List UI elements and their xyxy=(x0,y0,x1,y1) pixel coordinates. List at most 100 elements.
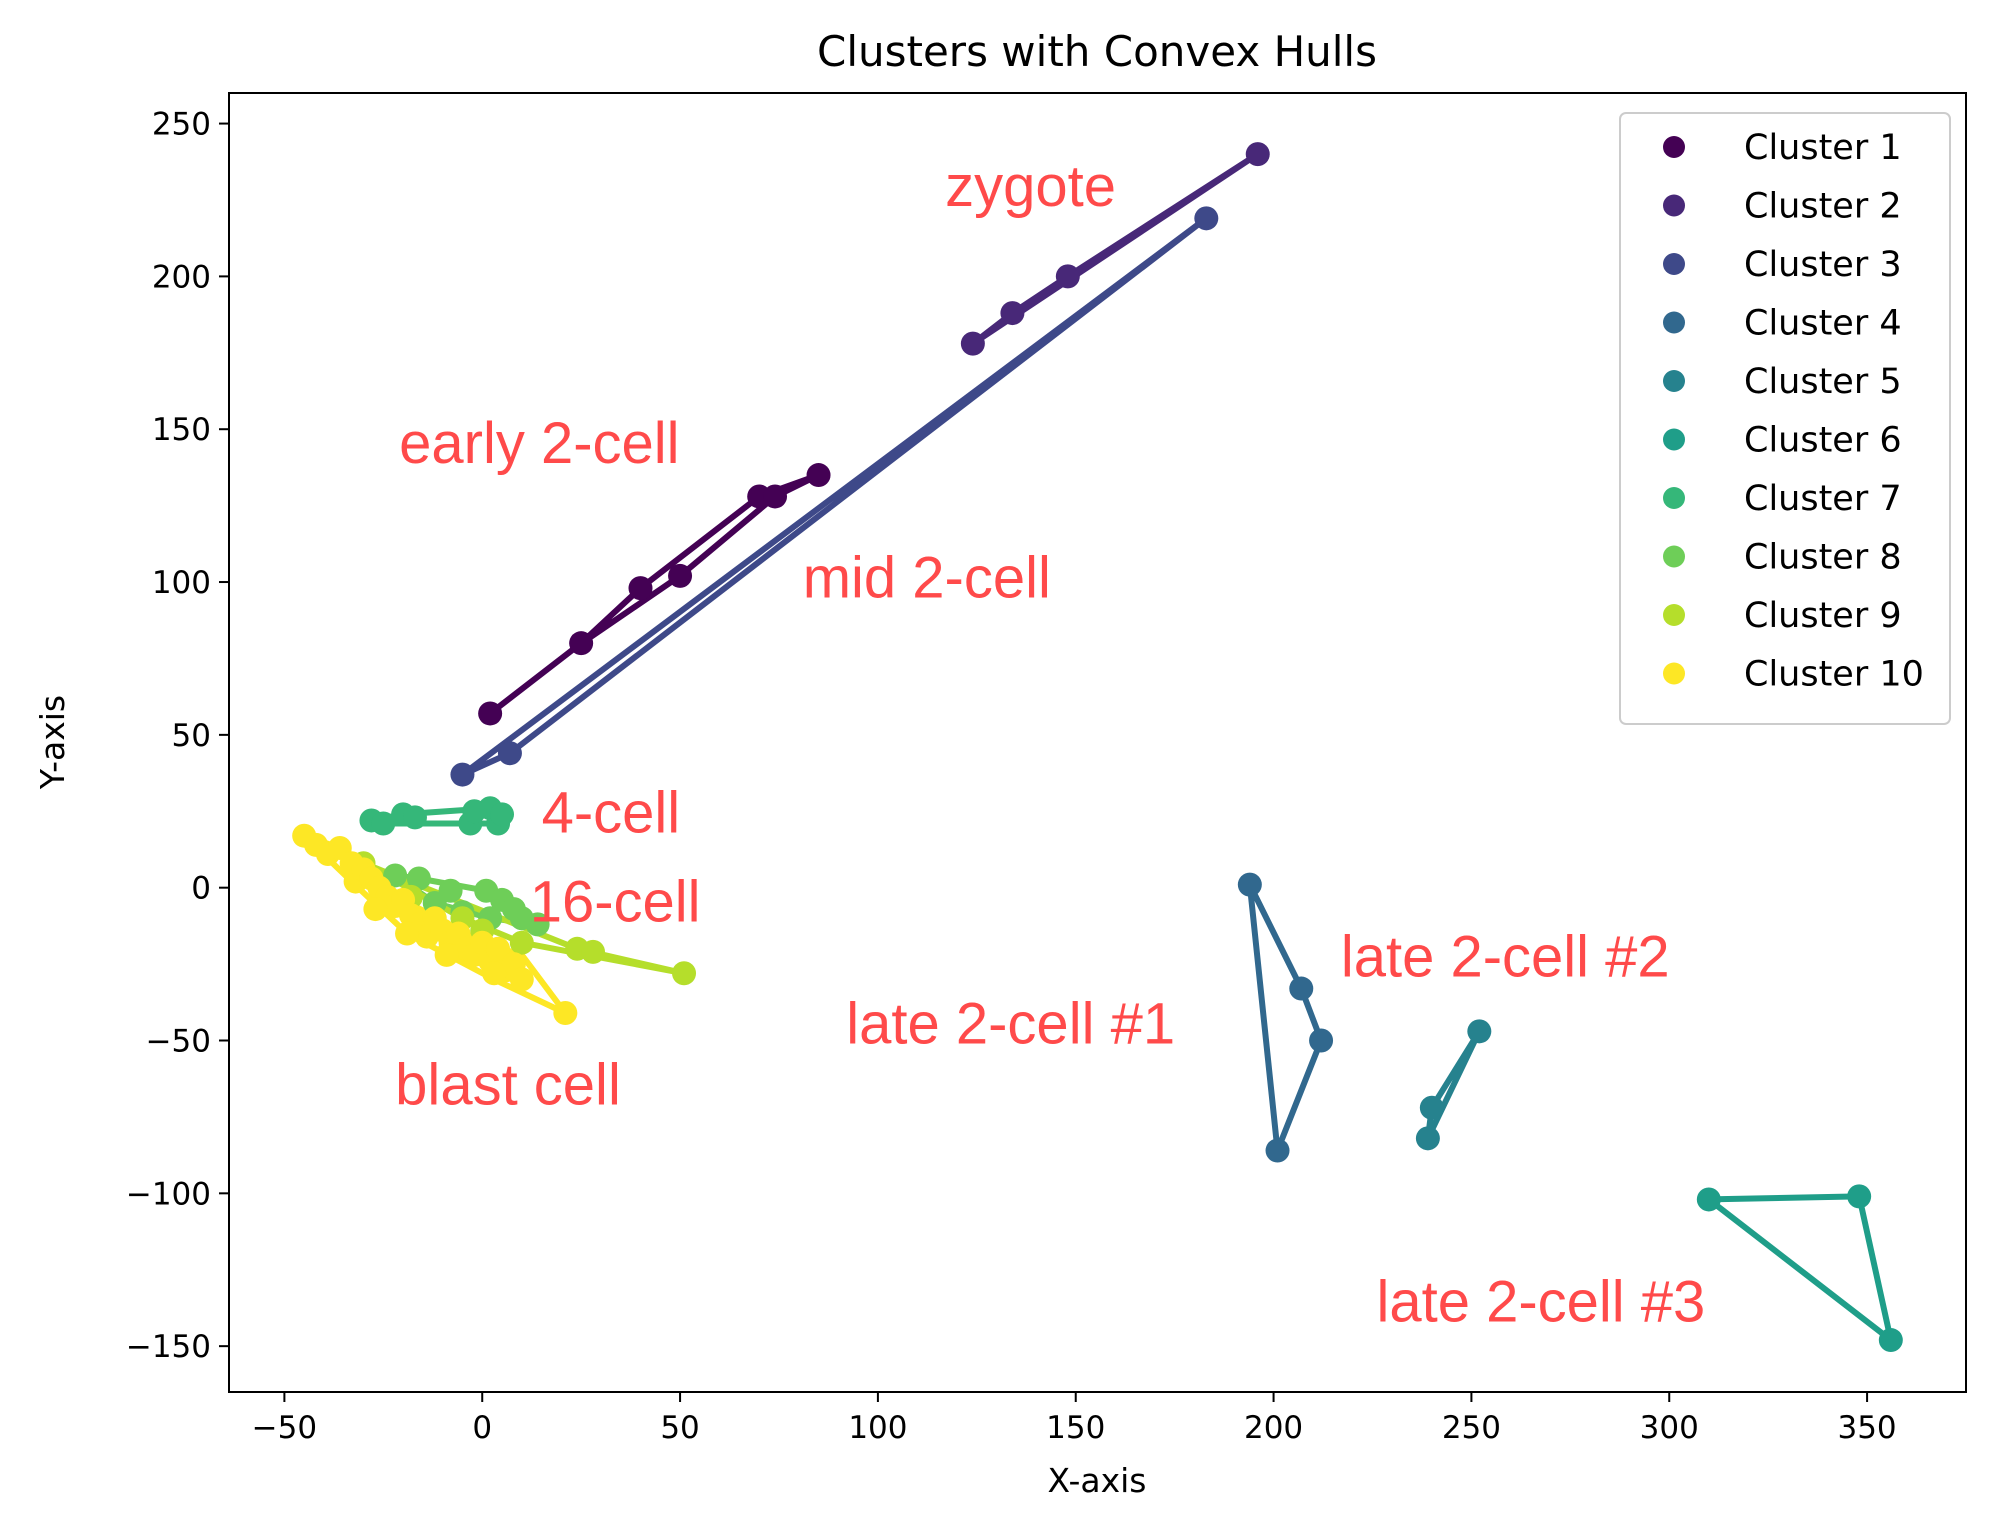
cluster-3-point xyxy=(450,762,475,787)
cluster-10-point xyxy=(434,942,459,967)
cluster-2-point xyxy=(1055,264,1080,289)
cluster-1-point xyxy=(806,463,831,488)
cluster-5-point xyxy=(1415,1126,1440,1151)
cluster-7-point xyxy=(402,805,427,830)
cluster-6-point xyxy=(1878,1328,1903,1353)
annotation-label: blast cell xyxy=(395,1053,621,1118)
cluster-9-point xyxy=(672,961,697,986)
cluster-10-point xyxy=(486,936,511,961)
cluster-1-point xyxy=(569,631,594,656)
legend-marker xyxy=(1663,136,1685,158)
cluster-4-point xyxy=(1309,1028,1334,1053)
cluster-10-point xyxy=(363,897,388,922)
annotation-label: 16-cell xyxy=(530,869,701,934)
x-tick-label: 350 xyxy=(1837,1410,1896,1446)
x-axis-label: X-axis xyxy=(1048,1461,1147,1500)
cluster-2-point xyxy=(1245,142,1270,167)
legend-marker xyxy=(1663,545,1685,568)
x-tick-label: 200 xyxy=(1244,1410,1303,1446)
legend-marker xyxy=(1663,253,1685,275)
cluster-3-hull xyxy=(459,215,1210,778)
x-tick-label: 250 xyxy=(1442,1410,1501,1446)
cluster-1-point xyxy=(668,563,693,588)
x-tick-label: 300 xyxy=(1640,1410,1699,1446)
cluster-6-point xyxy=(1847,1184,1872,1209)
legend-label: Cluster 4 xyxy=(1744,304,1902,344)
legend-label: Cluster 10 xyxy=(1744,655,1924,695)
y-axis-label: Y-axis xyxy=(33,695,72,790)
cluster-3-point xyxy=(1194,206,1219,231)
cluster-2-point xyxy=(960,331,985,356)
annotations-layer: zygote early 2-cell mid 2-cell 4-cell 16-cel… xyxy=(395,154,1705,1335)
cluster-5-point xyxy=(1419,1095,1444,1120)
legend-label: Cluster 5 xyxy=(1744,362,1902,402)
cluster-1-point xyxy=(763,484,788,509)
annotation-label: mid 2-cell xyxy=(803,545,1051,610)
y-tick-label: 200 xyxy=(152,259,211,295)
cluster-7-point xyxy=(462,799,487,824)
legend-label: Cluster 3 xyxy=(1744,245,1902,285)
cluster-7-point xyxy=(371,811,396,836)
plot-frame xyxy=(228,92,1967,1393)
y-tick-label: 150 xyxy=(152,412,211,448)
cluster-1-point xyxy=(628,576,653,601)
points-layer xyxy=(292,142,1903,1353)
cluster-10-point xyxy=(553,1000,578,1025)
x-axis: −50 0 50 100 150 200 250 300 350 xyxy=(252,1392,1897,1446)
legend-label: Cluster 8 xyxy=(1744,538,1902,578)
y-tick-label: 50 xyxy=(172,718,211,754)
y-axis: −150 −100 −50 0 50 100 150 200 250 xyxy=(126,107,229,1365)
cluster-10-point xyxy=(482,961,507,986)
annotation-label: zygote xyxy=(945,154,1116,219)
legend-frame xyxy=(1619,112,1951,725)
legend-marker xyxy=(1663,487,1685,509)
legend-marker xyxy=(1663,370,1685,392)
cluster-8-point xyxy=(525,912,550,937)
y-tick-label: −50 xyxy=(146,1024,211,1060)
legend-marker xyxy=(1663,311,1685,334)
cluster-4-point xyxy=(1265,1138,1290,1163)
legend-label: Cluster 9 xyxy=(1744,596,1902,636)
annotation-label: late 2-cell #1 xyxy=(846,992,1175,1057)
legend-marker xyxy=(1663,662,1685,685)
x-tick-label: −50 xyxy=(252,1410,317,1446)
cluster-10-point xyxy=(395,921,420,946)
x-tick-label: 0 xyxy=(472,1410,492,1446)
y-tick-label: −150 xyxy=(126,1329,211,1365)
x-tick-label: 100 xyxy=(848,1410,907,1446)
cluster-6-hull xyxy=(1705,1193,1894,1343)
y-tick-label: 100 xyxy=(152,565,211,601)
legend-label: Cluster 7 xyxy=(1744,479,1902,519)
cluster-9-point xyxy=(509,930,534,955)
cluster-5-hull xyxy=(1424,1028,1483,1142)
cluster-4-point xyxy=(1289,976,1314,1001)
cluster-6-point xyxy=(1696,1187,1721,1212)
cluster-9-point xyxy=(581,939,606,964)
x-tick-label: 50 xyxy=(660,1410,699,1446)
annotation-label: late 2-cell #3 xyxy=(1376,1270,1705,1335)
x-tick-label: 150 xyxy=(1046,1410,1105,1446)
y-tick-label: 0 xyxy=(191,871,211,907)
cluster-7-point xyxy=(490,802,515,827)
legend-label: Cluster 2 xyxy=(1744,187,1902,227)
annotation-label: early 2-cell xyxy=(399,411,679,476)
legend-marker xyxy=(1663,428,1685,451)
legend: Cluster 1 Cluster 2 Cluster 3 Cluster 4 Clus… xyxy=(1619,112,1951,725)
cluster-4-point xyxy=(1237,872,1262,897)
y-tick-label: 250 xyxy=(152,107,211,143)
cluster-5-point xyxy=(1467,1019,1492,1044)
legend-marker xyxy=(1663,194,1685,217)
annotation-label: 4-cell xyxy=(542,781,681,846)
chart-title: Clusters with Convex Hulls xyxy=(817,27,1377,76)
cluster-3-point xyxy=(497,741,522,766)
annotation-label: late 2-cell #2 xyxy=(1341,924,1670,989)
cluster-10-point xyxy=(509,967,534,992)
legend-marker xyxy=(1663,604,1685,626)
legend-label: Cluster 1 xyxy=(1744,128,1902,168)
cluster-2-point xyxy=(1000,301,1025,326)
y-tick-label: −100 xyxy=(126,1176,211,1212)
legend-label: Cluster 6 xyxy=(1744,421,1902,461)
cluster-8-point xyxy=(406,866,431,891)
